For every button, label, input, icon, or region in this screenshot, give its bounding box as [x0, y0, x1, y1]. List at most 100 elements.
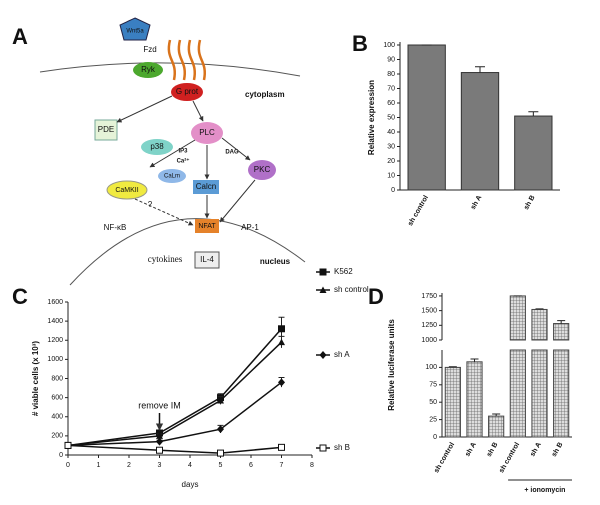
y-tick-label: 1400 — [47, 318, 63, 325]
y-tick-label: 1500 — [421, 307, 437, 314]
receptor — [167, 39, 207, 81]
arrow — [192, 100, 204, 122]
bar — [531, 349, 548, 438]
y-tick-label: 800 — [51, 375, 63, 382]
panel-label: B — [352, 31, 368, 56]
label: nucleus — [260, 257, 291, 266]
marker — [64, 441, 72, 449]
legend-label: sh B — [334, 443, 350, 452]
y-axis-label: Relative expression — [367, 80, 376, 155]
x-tick-label: 5 — [219, 462, 223, 469]
y-tick-label: 600 — [51, 394, 63, 401]
label: IL-4 — [200, 255, 214, 264]
y-tick-label: 40 — [387, 129, 395, 136]
y-tick-label: 0 — [59, 452, 63, 459]
y-tick-label: 50 — [387, 114, 395, 121]
y-axis-label: Relative luciferase units — [387, 319, 396, 411]
x-tick-label: 8 — [310, 462, 314, 469]
x-tick-label: 0 — [66, 462, 70, 469]
y-tick-label: 25 — [429, 416, 437, 423]
series-line — [67, 341, 283, 447]
node — [248, 160, 276, 180]
arrow — [221, 137, 251, 161]
bar — [460, 72, 500, 191]
label: ? — [148, 200, 153, 209]
y-tick-label: 60 — [387, 100, 395, 107]
y-tick-label: 90 — [387, 56, 395, 63]
y-tick-label: 70 — [387, 85, 395, 92]
marker — [217, 396, 224, 404]
x-tick-label: 7 — [280, 462, 284, 469]
x-tick-label: 6 — [249, 462, 253, 469]
label: DAG — [225, 150, 239, 156]
marker — [156, 432, 163, 439]
error-bar — [557, 320, 566, 324]
y-tick-label: 100 — [383, 42, 395, 49]
annotation: remove IM — [138, 400, 181, 410]
label: NF-κB — [104, 223, 127, 232]
y-axis-label: # viable cells (x 10³) — [31, 341, 40, 416]
bar-upper — [553, 323, 570, 341]
arrow — [219, 179, 256, 223]
y-tick-label: 0 — [433, 434, 437, 441]
bar — [444, 366, 461, 438]
y-tick-label: 1250 — [421, 322, 437, 329]
nuclear-membrane — [69, 218, 306, 286]
legend-label: sh control — [334, 285, 369, 294]
node — [158, 169, 186, 183]
series-line — [67, 328, 283, 447]
x-tick-label: 1 — [97, 462, 101, 469]
arrow — [116, 95, 173, 123]
group-label: + ionomycin — [524, 487, 565, 494]
x-tick-label: sh B — [551, 441, 565, 458]
bar-upper — [509, 295, 526, 341]
x-tick-label: 4 — [188, 462, 192, 469]
y-tick-label: 400 — [51, 414, 63, 421]
error-bar — [535, 308, 544, 310]
node — [94, 119, 118, 141]
x-tick-label: sh A — [464, 441, 478, 457]
marker — [319, 268, 327, 276]
diagram: A Wnt5a Fzd Ryk G prot cytoplasm PDE PLC… — [12, 17, 306, 286]
marker — [319, 351, 327, 359]
x-tick-label: sh A — [470, 194, 484, 210]
label: IP3 — [178, 149, 188, 155]
label: PDE — [98, 125, 114, 134]
node — [106, 180, 148, 200]
panel-label: C — [12, 284, 28, 309]
x-tick-label: sh A — [529, 441, 543, 457]
label: CaLm — [164, 174, 180, 180]
y-tick-label: 1600 — [47, 299, 63, 306]
x-tick-label: sh control — [498, 441, 521, 474]
node — [193, 180, 219, 194]
node — [171, 83, 203, 101]
x-tick-label: sh B — [486, 441, 500, 458]
node — [194, 251, 220, 269]
marker — [319, 286, 327, 293]
error-bar — [470, 358, 479, 362]
label: Fzd — [143, 45, 156, 54]
y-tick-label: 1750 — [421, 293, 437, 300]
x-tick-label: sh control — [433, 441, 456, 474]
y-tick-label: 10 — [387, 172, 395, 179]
marker — [278, 338, 285, 346]
y-tick-label: 1000 — [47, 356, 63, 363]
y-tick-label: 1000 — [421, 337, 437, 344]
arrow — [149, 139, 196, 168]
y-tick-label: 200 — [51, 433, 63, 440]
marker — [278, 378, 285, 387]
panel-label: D — [368, 284, 384, 309]
legend-label: sh A — [334, 350, 350, 359]
y-tick-label: 50 — [429, 399, 437, 406]
label: NFAT — [198, 223, 216, 230]
label: Ca²⁺ — [177, 158, 190, 165]
label: cytokines — [148, 254, 183, 264]
y-tick-label: 1200 — [47, 337, 63, 344]
axis-break — [438, 342, 576, 348]
marker — [319, 444, 327, 452]
label: AP-1 — [241, 223, 259, 232]
y-tick-label: 80 — [387, 71, 395, 78]
membrane — [39, 62, 301, 77]
error-bar — [448, 366, 457, 368]
series-line — [67, 444, 282, 454]
